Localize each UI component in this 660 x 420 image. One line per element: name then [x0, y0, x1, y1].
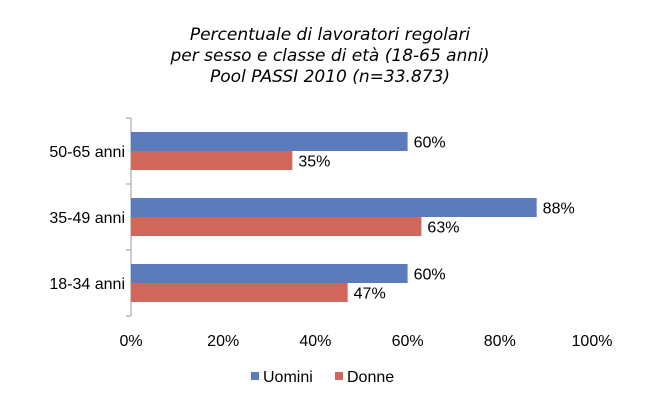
bar-donne-0: [131, 151, 293, 170]
x-tick-label: 80%: [484, 333, 516, 350]
x-tick-label: 0%: [119, 333, 142, 350]
legend-label-donne: Donne: [347, 369, 394, 386]
chart-title: Percentuale di lavoratori regolari per s…: [169, 25, 489, 87]
category-label: 35-49 anni: [49, 210, 125, 227]
bar-uomini-1: [131, 198, 537, 217]
category-label: 50-65 anni: [49, 144, 125, 161]
data-label: 88%: [543, 201, 575, 218]
legend-label-uomini: Uomini: [263, 369, 313, 386]
bar-uomini-2: [131, 264, 408, 283]
legend: Uomini Donne: [251, 369, 394, 386]
data-label: 60%: [414, 135, 446, 152]
x-tick-label: 40%: [299, 333, 331, 350]
x-tick-label: 60%: [392, 333, 424, 350]
legend-swatch-donne: [335, 372, 343, 380]
legend-swatch-uomini: [251, 372, 259, 380]
x-tick-label: 100%: [572, 333, 613, 350]
plot-area: 50-65 anni 60% 35% 35-49 anni 88% 63% 18-34 an…: [49, 117, 613, 350]
data-label: 47%: [354, 286, 386, 303]
title-line-3: Pool PASSI 2010 (n=33.873): [210, 67, 450, 87]
category-label: 18-34 anni: [49, 276, 125, 293]
data-label: 35%: [298, 154, 330, 171]
title-line-1: Percentuale di lavoratori regolari: [190, 25, 471, 45]
data-label: 63%: [427, 220, 459, 237]
bar-uomini-0: [131, 132, 408, 151]
data-label: 60%: [414, 267, 446, 284]
bar-donne-2: [131, 283, 348, 302]
bar-donne-1: [131, 217, 422, 236]
x-tick-label: 20%: [207, 333, 239, 350]
title-line-2: per sesso e classe di età (18-65 anni): [169, 46, 489, 66]
